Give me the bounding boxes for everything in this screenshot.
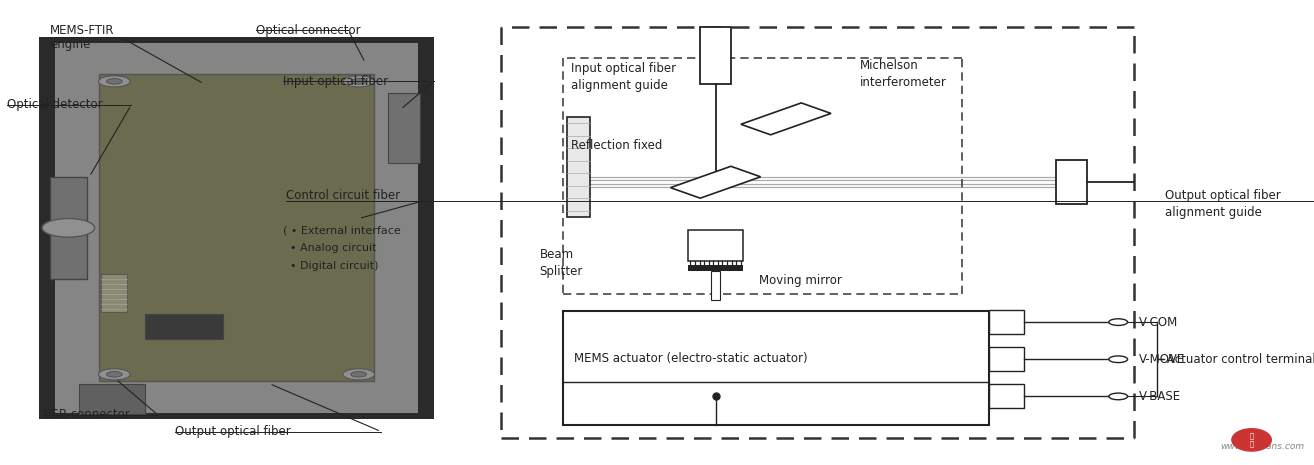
Text: www.elecfans.com: www.elecfans.com [1221, 442, 1305, 451]
Text: Moving mirror: Moving mirror [758, 274, 841, 287]
Text: Actuator control terminal: Actuator control terminal [1167, 353, 1314, 366]
Circle shape [1109, 393, 1127, 400]
Bar [989, 385, 1025, 408]
Text: • Analog circuit: • Analog circuit [283, 243, 376, 253]
Text: Input optical fiber: Input optical fiber [283, 75, 388, 88]
Circle shape [343, 369, 374, 380]
Text: V-MOVE: V-MOVE [1138, 353, 1185, 366]
Polygon shape [670, 166, 761, 198]
Text: Output optical fiber
alignment guide: Output optical fiber alignment guide [1166, 189, 1281, 219]
Text: Optical detector: Optical detector [7, 98, 102, 111]
Circle shape [106, 79, 122, 84]
Text: Input optical fiber
alignment guide: Input optical fiber alignment guide [570, 62, 677, 93]
Circle shape [351, 79, 367, 84]
Bar [689, 265, 742, 271]
Circle shape [106, 372, 122, 377]
Bar [79, 384, 145, 414]
Circle shape [343, 76, 374, 87]
Circle shape [351, 372, 367, 377]
Bar [388, 93, 420, 163]
Circle shape [42, 219, 95, 237]
Circle shape [99, 76, 130, 87]
Bar [1055, 160, 1087, 204]
Bar [39, 37, 434, 418]
Text: USB connector: USB connector [43, 408, 130, 421]
Bar [564, 311, 989, 425]
Text: Output optical fiber: Output optical fiber [175, 425, 290, 438]
Text: Reflection fixed: Reflection fixed [570, 139, 662, 152]
Bar [50, 177, 87, 279]
Text: 电
子: 电 子 [1250, 433, 1254, 447]
Text: V-BASE: V-BASE [1138, 390, 1181, 403]
Text: MEMS actuator (electro-static actuator): MEMS actuator (electro-static actuator) [574, 352, 807, 365]
Circle shape [99, 369, 130, 380]
Text: Optical connector: Optical connector [256, 24, 361, 37]
Text: Control circuit fiber: Control circuit fiber [286, 189, 401, 202]
Bar [989, 310, 1025, 334]
Bar [711, 271, 720, 300]
Text: MEMS-FTIR: MEMS-FTIR [50, 24, 114, 37]
Text: • Digital circuit): • Digital circuit) [283, 260, 378, 271]
Polygon shape [741, 103, 830, 135]
Bar [989, 347, 1025, 371]
Bar [700, 27, 731, 84]
Circle shape [1233, 429, 1272, 451]
Circle shape [1109, 319, 1127, 325]
Bar [55, 43, 418, 413]
Bar [99, 74, 374, 381]
Text: ( • External interface: ( • External interface [283, 225, 401, 235]
Text: engine: engine [50, 38, 91, 51]
Text: Beam
Splitter: Beam Splitter [540, 248, 583, 278]
Bar [101, 274, 127, 312]
Text: Michelson
interferometer: Michelson interferometer [861, 59, 947, 89]
Bar [145, 314, 223, 339]
Bar [689, 230, 742, 261]
Circle shape [1109, 356, 1127, 363]
Text: V-COM: V-COM [1138, 316, 1177, 329]
Bar [568, 117, 590, 217]
